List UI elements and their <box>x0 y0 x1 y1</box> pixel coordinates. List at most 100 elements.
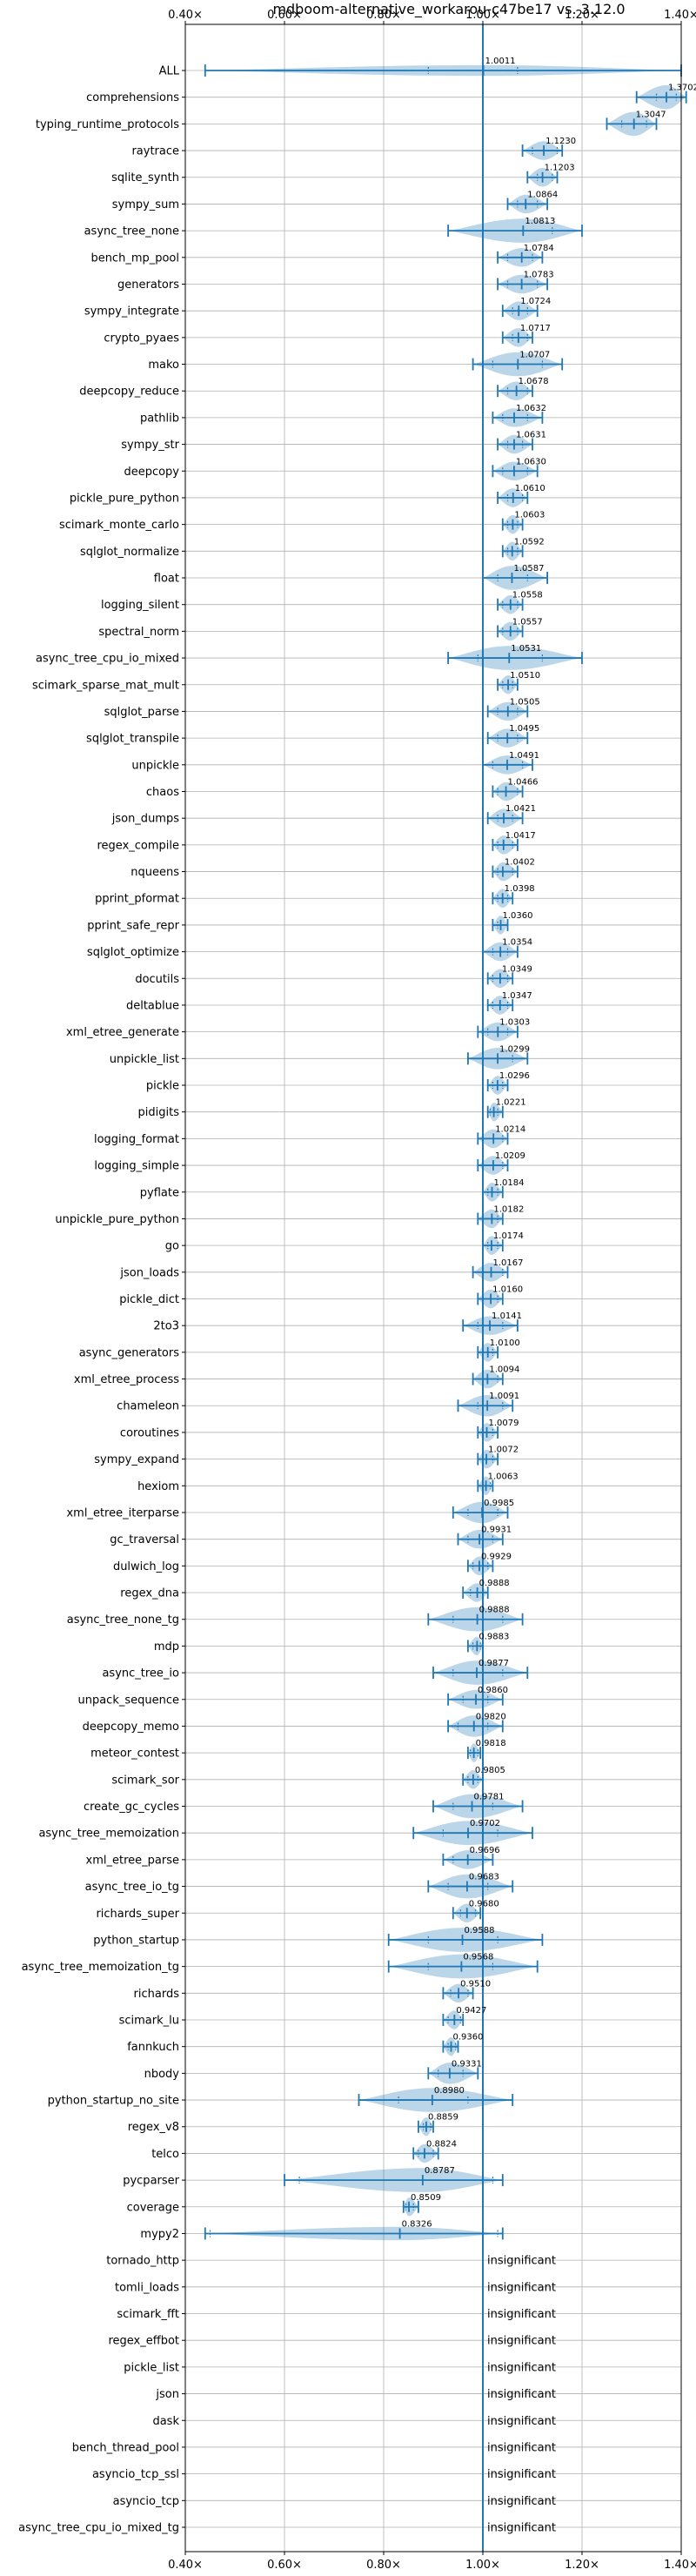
value-label: 1.0707 <box>519 351 550 360</box>
benchmark-label: xml_etree_iterparse <box>66 1506 179 1519</box>
x-tick-label-bottom: 0.60× <box>267 2559 302 2572</box>
value-label: 1.0495 <box>509 724 539 734</box>
benchmark-label: pidigits <box>138 1106 180 1119</box>
benchmark-label: pickle_dict <box>119 1293 179 1306</box>
value-label: 1.1203 <box>545 164 575 173</box>
benchmark-label: sqlglot_normalize <box>80 546 179 559</box>
value-label: 0.8824 <box>426 2139 457 2149</box>
value-label: 1.0011 <box>485 57 516 66</box>
benchmark-label: mako <box>148 359 179 372</box>
benchmark-label: chaos <box>146 786 179 799</box>
value-label: 1.0072 <box>488 1446 519 1455</box>
value-label: 0.8509 <box>411 2193 441 2203</box>
value-label: 1.0091 <box>489 1392 519 1401</box>
value-label: 1.0063 <box>488 1472 519 1481</box>
benchmark-label: python_startup_no_site <box>48 2095 179 2108</box>
value-label: 0.9781 <box>474 1793 505 1802</box>
value-label: 1.0221 <box>496 1098 526 1108</box>
benchmark-label: comprehensions <box>86 91 179 104</box>
benchmark-label: raytrace <box>131 145 179 158</box>
value-label: 1.0209 <box>495 1151 525 1161</box>
insignificant-label: insignificant <box>487 2468 556 2481</box>
x-tick-label-bottom: 1.00× <box>465 2559 500 2572</box>
benchmark-label: async_tree_memoization <box>38 1828 179 1841</box>
value-label: 1.0303 <box>499 1018 530 1028</box>
value-label: 1.0402 <box>505 858 535 868</box>
value-label: 1.0610 <box>515 484 545 493</box>
benchmark-label: asyncio_tcp_ssl <box>92 2468 179 2481</box>
labels: 0.40× 0.40× 0.60× 0.60× 0.80× 0.80× 1.00× 1.00×… <box>18 9 696 2572</box>
benchmark-label: async_tree_none_tg <box>67 1613 179 1627</box>
benchmark-label: deltablue <box>126 999 179 1012</box>
value-label: 0.9929 <box>481 1552 512 1561</box>
value-label: 1.0354 <box>502 938 532 948</box>
benchmark-label: asyncio_tcp <box>113 2495 179 2508</box>
value-label: 0.9360 <box>453 2033 484 2043</box>
benchmark-label: 2to3 <box>153 1320 179 1333</box>
benchmark-label: hexiom <box>137 1480 179 1493</box>
benchmark-label: regex_compile <box>97 839 179 852</box>
value-label: 0.9888 <box>479 1606 510 1615</box>
benchmark-label: async_tree_cpu_io_mixed_tg <box>18 2522 179 2535</box>
benchmark-label: json <box>155 2388 179 2401</box>
benchmark-label: sympy_sum <box>112 198 179 211</box>
benchmark-label: chameleon <box>117 1400 179 1413</box>
benchmark-label: regex_effbot <box>108 2335 179 2348</box>
benchmark-label: deepcopy <box>124 466 179 479</box>
value-label: 0.9510 <box>460 1979 491 1989</box>
value-label: 0.9588 <box>465 1926 495 1935</box>
value-label: 1.0587 <box>513 564 544 574</box>
value-label: 1.0813 <box>525 217 555 226</box>
value-label: 1.0631 <box>516 431 546 440</box>
benchmark-label: sqlglot_optimize <box>87 946 179 959</box>
benchmark-label: dulwich_log <box>113 1560 179 1573</box>
benchmark-label: coroutines <box>120 1426 179 1439</box>
value-label: 0.8326 <box>402 2219 432 2229</box>
value-label: 1.0510 <box>510 671 540 681</box>
benchmark-label: async_tree_io <box>102 1667 179 1680</box>
benchmark-label: go <box>165 1240 179 1253</box>
x-tick-label-bottom: 0.80× <box>366 2559 401 2572</box>
benchmark-label: meteor_contest <box>90 1748 179 1761</box>
value-label: 0.9888 <box>479 1579 510 1588</box>
value-label: 0.8980 <box>434 2086 465 2096</box>
benchmark-label: sympy_integrate <box>84 305 179 319</box>
insignificant-label: insignificant <box>487 2415 556 2428</box>
value-label: 0.8787 <box>425 2166 455 2176</box>
benchmark-label: mypy2 <box>140 2228 179 2241</box>
value-label: 1.0421 <box>505 804 536 814</box>
benchmark-label: unpickle_list <box>110 1053 179 1066</box>
value-label: 1.0299 <box>499 1044 530 1054</box>
value-label: 1.0864 <box>527 190 558 199</box>
benchmark-label: create_gc_cycles <box>84 1801 179 1814</box>
value-label: 1.0557 <box>512 617 543 627</box>
benchmark-label: logging_silent <box>101 599 179 612</box>
x-tick-label-bottom: 1.40× <box>664 2559 696 2572</box>
benchmark-label: tomli_loads <box>115 2281 179 2294</box>
benchmark-label: docutils <box>135 973 179 986</box>
benchmark-label: sqlglot_transpile <box>86 733 179 746</box>
value-label: 1.0296 <box>499 1071 530 1081</box>
x-tick-label-bottom: 1.20× <box>565 2559 599 2572</box>
benchmark-label: logging_format <box>94 1133 179 1146</box>
benchmark-label: tornado_http <box>106 2255 179 2268</box>
benchmark-label: coverage <box>127 2201 179 2214</box>
benchmark-label: crypto_pyaes <box>104 332 179 345</box>
value-label: 1.1230 <box>545 137 576 146</box>
value-label: 1.0592 <box>514 537 545 547</box>
benchmark-label: regex_v8 <box>128 2121 179 2134</box>
benchmark-label: pprint_pformat <box>95 893 179 906</box>
value-label: 1.0784 <box>524 244 554 253</box>
x-tick-label-top: 1.40× <box>664 9 696 22</box>
x-tick-label-top: 0.40× <box>168 9 203 22</box>
value-label: 1.0632 <box>516 404 546 413</box>
benchmark-label: pprint_safe_repr <box>87 919 179 932</box>
benchmark-label: json_dumps <box>111 813 179 826</box>
benchmark-label: async_tree_io_tg <box>85 1881 179 1894</box>
value-label: 1.0184 <box>493 1178 524 1188</box>
benchmark-label: unpickle <box>131 759 179 772</box>
value-label: 1.0558 <box>512 591 543 600</box>
benchmark-label: pycparser <box>123 2175 179 2188</box>
benchmark-label: async_generators <box>79 1346 180 1359</box>
value-label: 1.0630 <box>516 457 546 466</box>
